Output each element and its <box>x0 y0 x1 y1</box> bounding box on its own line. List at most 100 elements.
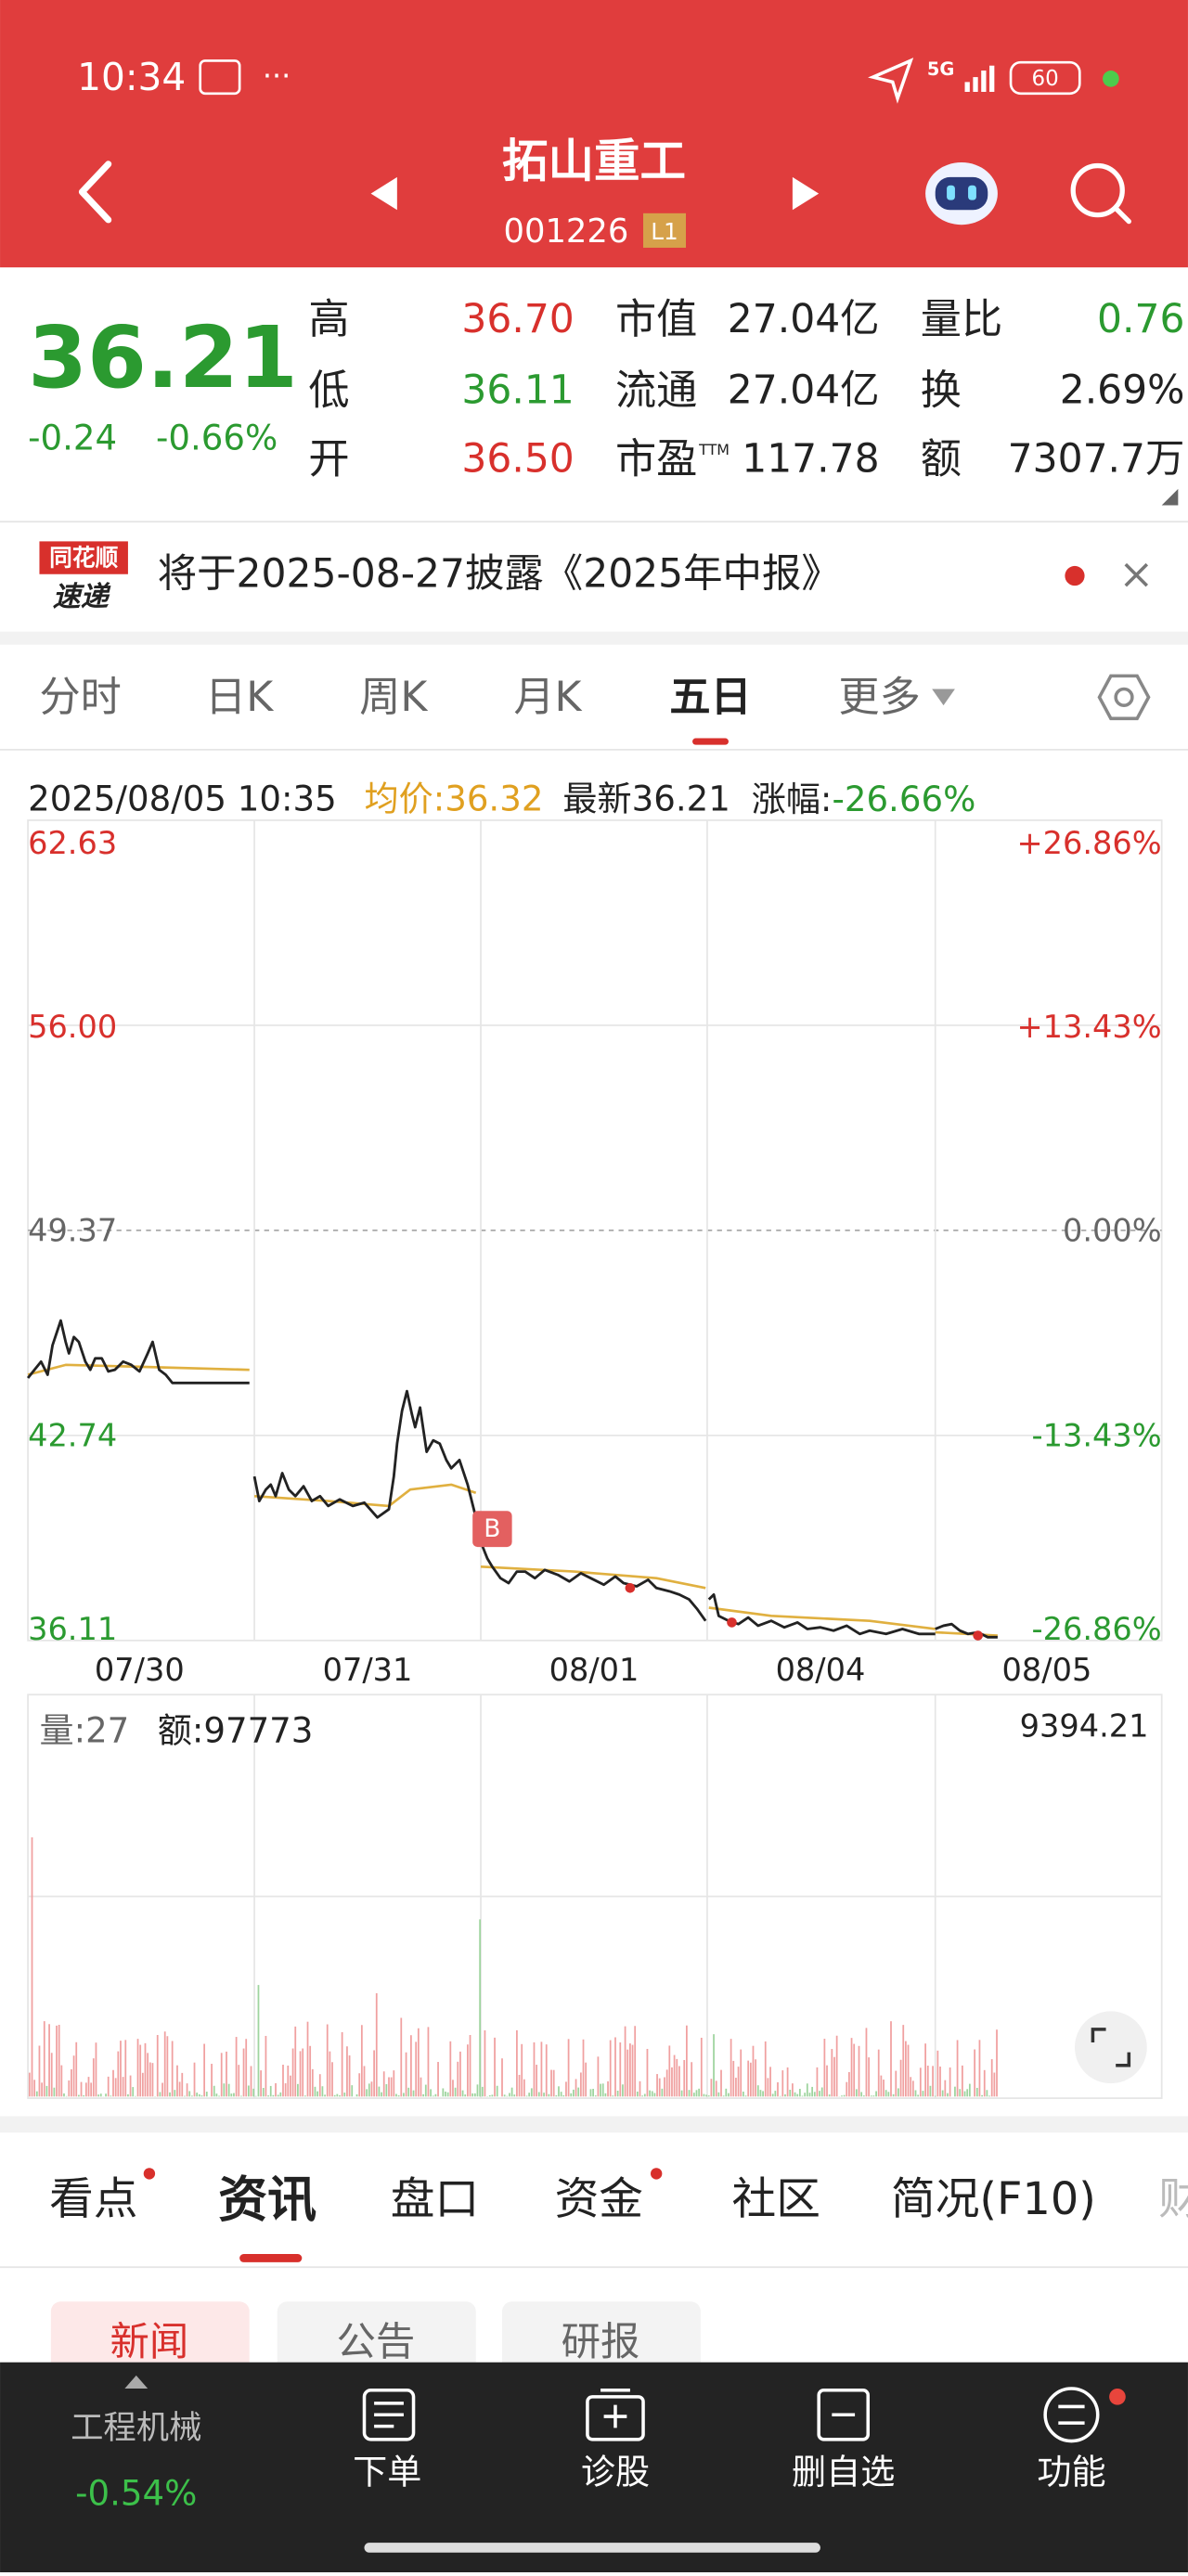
sector-change: -0.54% <box>75 2474 197 2514</box>
quote-label: 开 <box>308 435 349 483</box>
battery <box>1009 60 1081 96</box>
quote-label: 额 <box>921 435 962 483</box>
info-change-value: -26.66% <box>832 779 975 818</box>
news-chip[interactable]: 公告 <box>336 2320 415 2365</box>
more-arrow <box>932 689 955 706</box>
logo-top-bg <box>39 541 128 574</box>
sector-name[interactable]: 工程机械 <box>71 2409 201 2447</box>
close-banner[interactable] <box>1124 562 1149 587</box>
trade-dots <box>625 1582 983 1641</box>
quote-label: 换 <box>921 367 962 414</box>
separator <box>0 631 1188 645</box>
info-tab[interactable]: 资金 <box>555 2174 643 2225</box>
info-change-label: 涨幅: <box>752 779 833 818</box>
tab-underline <box>692 738 729 745</box>
status-dot <box>1103 71 1119 87</box>
info-tab[interactable]: 简况(F10) <box>891 2174 1096 2225</box>
volume-max: 9394.21 <box>1020 1707 1149 1744</box>
nav-item[interactable]: 删自选 <box>792 2453 895 2492</box>
location-icon <box>868 58 914 104</box>
tab-dot <box>650 2168 663 2180</box>
badge-bg <box>643 213 686 248</box>
home-indicator <box>364 2543 820 2553</box>
assistant-button[interactable] <box>925 162 998 225</box>
quote-label: 量比 <box>921 296 1002 343</box>
chart-tab[interactable]: 周K <box>359 674 428 721</box>
price-lines <box>26 1319 998 1639</box>
quote-value: 2.69% <box>1060 367 1185 413</box>
separator <box>0 2116 1188 2133</box>
info-time: 2025/08/05 10:35 <box>28 779 337 818</box>
nav-item[interactable]: 下单 <box>353 2453 421 2492</box>
date-label: 07/31 <box>323 1652 413 1688</box>
price-label: 62.63 <box>28 825 117 861</box>
price-label: 49.37 <box>28 1212 117 1248</box>
quote-value: 27.04亿 <box>728 367 880 413</box>
quote-value: 36.50 <box>461 437 574 483</box>
news-chip[interactable]: 研报 <box>562 2320 640 2365</box>
chart-tab[interactable]: 分时 <box>39 674 121 721</box>
nav-icons <box>362 2387 1100 2443</box>
volume-grid <box>27 1694 1163 2099</box>
news-chip[interactable]: 新闻 <box>110 2320 188 2365</box>
info-tab[interactable]: 社区 <box>732 2174 820 2225</box>
quote-value: 27.04亿 <box>728 297 880 342</box>
quote-label: 流通 <box>615 367 697 414</box>
chart-tab[interactable]: 日K <box>205 674 274 721</box>
sector-arrow <box>124 2375 148 2389</box>
chart-settings[interactable] <box>1097 674 1151 721</box>
price-label: 36.11 <box>28 1611 117 1647</box>
badge: L1 <box>651 218 678 245</box>
info-tab-active[interactable]: 资讯 <box>218 2171 316 2229</box>
quote-label: 市盈 <box>615 435 697 483</box>
info-tab[interactable]: 盘口 <box>391 2174 479 2225</box>
nav-item[interactable]: 诊股 <box>581 2453 650 2492</box>
search-button[interactable] <box>1070 162 1131 225</box>
tab-dot <box>143 2168 156 2180</box>
status-icon <box>199 59 241 96</box>
banner-text[interactable]: 将于2025-08-27披露《2025年中报》 <box>158 551 841 597</box>
info-tab[interactable]: 财 <box>1158 2174 1188 2225</box>
date-label: 08/05 <box>1002 1652 1092 1688</box>
prev-stock[interactable] <box>370 176 397 211</box>
nav-item[interactable]: 功能 <box>1037 2453 1105 2492</box>
pct-label: -13.43% <box>1032 1417 1162 1453</box>
pct-label: 0.00% <box>1063 1212 1162 1248</box>
date-label: 07/30 <box>95 1652 185 1688</box>
price-label: 42.74 <box>28 1417 117 1453</box>
stock-code: 001226 <box>503 213 628 251</box>
next-stock[interactable] <box>792 176 820 211</box>
pct-label: +13.43% <box>1017 1009 1162 1045</box>
header-bg <box>0 0 1188 268</box>
info-latest: 最新36.21 <box>562 779 730 818</box>
quote-value: 36.11 <box>461 367 574 413</box>
back-button[interactable] <box>78 161 112 224</box>
pct-label: +26.86% <box>1017 825 1162 861</box>
price-grid <box>27 819 1163 1642</box>
price-change: -0.24 <box>28 419 117 458</box>
quote-label: 市值 <box>615 296 697 343</box>
info-avg: 均价:36.32 <box>365 779 544 818</box>
quote-value: 7307.7万 <box>1008 437 1185 483</box>
quote-label-sup: TTM <box>698 441 730 458</box>
buy-marker-bg <box>472 1511 512 1548</box>
chart-tab[interactable]: 更多 <box>838 674 920 721</box>
chart-tab-active[interactable]: 五日 <box>669 674 751 721</box>
logo-top: 同花顺 <box>49 545 119 572</box>
price-label: 56.00 <box>28 1009 117 1045</box>
buy-marker: B <box>484 1514 500 1543</box>
chart-tab[interactable]: 月K <box>513 674 582 721</box>
amount-text: 额:97773 <box>158 1711 314 1751</box>
fullscreen-button[interactable] <box>1074 2011 1147 2084</box>
corner-mark <box>1161 488 1179 506</box>
battery-level: 60 <box>1032 67 1059 91</box>
info-tab[interactable]: 看点 <box>49 2174 137 2225</box>
status-more: ··· <box>263 58 291 93</box>
volume-text: 量:27 <box>39 1711 129 1751</box>
last-price: 36.21 <box>28 308 298 407</box>
stock-name: 拓山重工 <box>502 134 686 187</box>
quote-value: 36.70 <box>461 297 574 342</box>
tab-underline <box>239 2254 303 2262</box>
